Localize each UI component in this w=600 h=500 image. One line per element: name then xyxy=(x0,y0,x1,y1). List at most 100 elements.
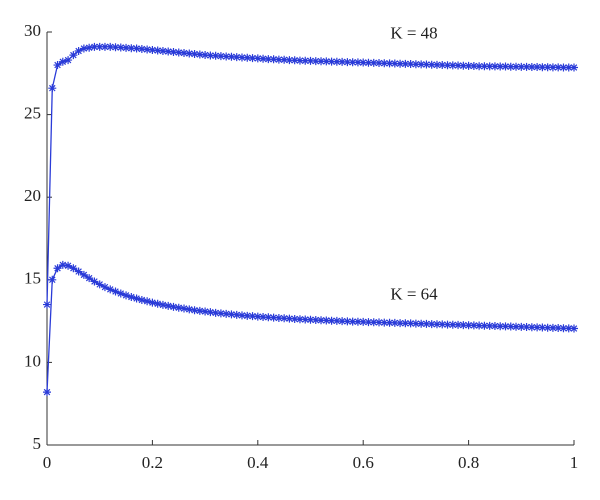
marker xyxy=(243,311,252,320)
marker xyxy=(64,261,73,270)
marker xyxy=(253,54,262,63)
marker xyxy=(317,57,326,66)
marker xyxy=(53,61,62,70)
marker xyxy=(58,57,67,66)
marker xyxy=(85,274,94,283)
marker xyxy=(69,264,78,273)
marker xyxy=(464,61,473,70)
marker xyxy=(533,323,542,332)
x-tick-label: 0.8 xyxy=(458,453,479,472)
marker xyxy=(90,42,99,51)
marker xyxy=(158,46,167,55)
marker xyxy=(432,60,441,69)
marker xyxy=(216,52,225,61)
y-tick-label: 15 xyxy=(24,269,41,288)
marker xyxy=(43,300,51,309)
marker xyxy=(274,55,283,64)
marker xyxy=(190,306,199,315)
marker xyxy=(548,63,557,72)
marker xyxy=(438,320,447,329)
marker xyxy=(248,312,257,321)
marker xyxy=(148,298,157,307)
marker xyxy=(122,43,131,52)
marker xyxy=(464,321,473,330)
marker xyxy=(506,62,515,71)
marker xyxy=(554,63,563,72)
marker xyxy=(406,60,415,69)
marker xyxy=(227,52,236,61)
marker xyxy=(570,324,578,333)
marker xyxy=(79,44,88,53)
y-tick-label: 5 xyxy=(33,434,42,453)
marker xyxy=(111,287,120,296)
marker xyxy=(396,59,405,68)
marker xyxy=(127,292,136,301)
marker xyxy=(206,308,215,317)
marker xyxy=(512,322,521,331)
marker xyxy=(69,51,78,60)
marker xyxy=(164,301,173,310)
marker xyxy=(64,56,73,65)
marker xyxy=(480,62,489,71)
marker xyxy=(201,307,210,316)
marker xyxy=(143,45,152,54)
marker xyxy=(469,62,478,71)
marker xyxy=(237,311,246,320)
marker xyxy=(311,57,320,66)
marker xyxy=(469,321,478,330)
marker xyxy=(143,297,152,306)
marker xyxy=(259,312,268,321)
marker xyxy=(364,318,373,327)
y-tick-label: 30 xyxy=(24,21,41,40)
marker xyxy=(306,56,315,65)
marker xyxy=(443,320,452,329)
marker xyxy=(332,57,341,66)
marker xyxy=(180,304,189,313)
marker xyxy=(132,294,141,303)
marker xyxy=(411,60,420,69)
marker xyxy=(401,59,410,68)
marker xyxy=(401,319,410,328)
marker xyxy=(174,48,183,57)
marker xyxy=(53,264,62,273)
marker xyxy=(227,310,236,319)
marker xyxy=(522,323,531,332)
marker xyxy=(95,42,104,51)
series-label: K = 64 xyxy=(390,284,438,303)
marker xyxy=(490,322,499,331)
marker xyxy=(527,323,536,332)
marker xyxy=(274,313,283,322)
marker xyxy=(359,58,368,67)
series-line xyxy=(46,46,574,305)
marker xyxy=(295,56,304,65)
marker xyxy=(517,62,526,71)
marker xyxy=(332,316,341,325)
marker xyxy=(327,57,336,66)
marker xyxy=(501,62,510,71)
marker xyxy=(443,61,452,70)
marker xyxy=(111,43,120,52)
marker xyxy=(385,318,394,327)
marker xyxy=(338,57,347,66)
marker xyxy=(496,322,505,331)
marker xyxy=(432,320,441,329)
marker xyxy=(554,324,563,333)
marker xyxy=(417,60,426,69)
marker xyxy=(148,46,157,55)
marker xyxy=(269,313,278,322)
marker xyxy=(353,58,362,67)
marker xyxy=(280,55,289,64)
marker xyxy=(559,324,568,333)
x-tick-label: 1 xyxy=(570,453,579,472)
marker xyxy=(174,303,183,312)
marker xyxy=(485,62,494,71)
marker xyxy=(512,62,521,71)
marker xyxy=(485,321,494,330)
marker xyxy=(396,319,405,328)
marker xyxy=(448,320,457,329)
marker xyxy=(269,55,278,64)
marker xyxy=(222,52,231,61)
marker xyxy=(301,56,310,65)
marker xyxy=(153,46,162,55)
marker xyxy=(132,44,141,53)
